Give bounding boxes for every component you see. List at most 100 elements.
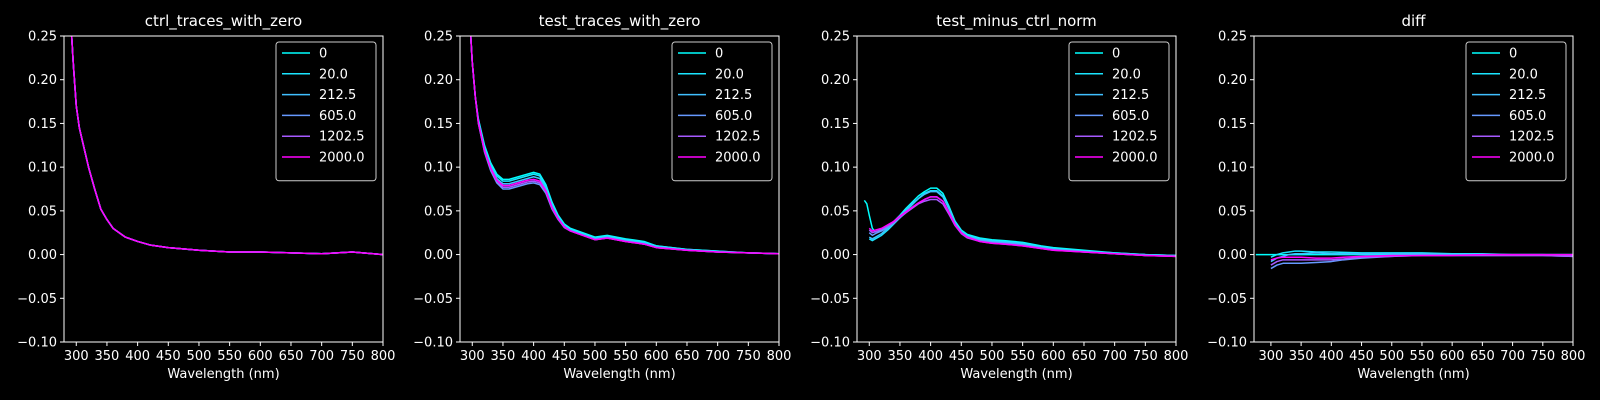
series-line-4 [868, 198, 1176, 258]
legend: 0 20.0 212.5 605.0 1202.5 2000.0 [1068, 41, 1170, 182]
x-axis-label: Wavelength (nm) [1357, 367, 1469, 382]
series-line-5 [868, 196, 1176, 258]
y-tick-label: 0.25 [424, 30, 453, 45]
legend-label: 20.0 [715, 67, 744, 82]
y-tick-label: 0.05 [28, 204, 57, 219]
legend-label: 0 [715, 47, 723, 62]
plot-frame [459, 35, 780, 343]
x-tick-label: 650 [675, 349, 700, 364]
y-tick-label: −0.10 [17, 336, 57, 351]
plot-lines [70, 36, 383, 256]
plot-frame [1253, 35, 1574, 343]
y-tick-label: 0.00 [28, 248, 57, 263]
x-tick-label: 350 [95, 349, 120, 364]
legend-label: 1202.5 [1509, 130, 1555, 145]
x-tick-label: 650 [279, 349, 304, 364]
x-tick-label: 450 [1349, 349, 1374, 364]
series-line-4 [1270, 254, 1573, 266]
y-tick-label: 0.00 [1218, 248, 1247, 263]
chart-panel-3: 300 350 400 450 500 550 600 650 700 750 800 −0.10 −0… [1207, 12, 1585, 382]
series-line-5 [469, 36, 779, 255]
legend-label: 20.0 [1509, 67, 1538, 82]
x-tick-label: 650 [1072, 349, 1097, 364]
y-tick-label: 0.25 [1218, 30, 1247, 45]
y-tick-label: 0.05 [1218, 204, 1247, 219]
x-tick-label: 500 [980, 349, 1005, 364]
legend-label: 0 [1509, 47, 1517, 62]
legend-box [671, 41, 773, 182]
y-tick-label: −0.10 [1207, 336, 1247, 351]
x-tick-label: 750 [1133, 349, 1158, 364]
plot-lines [469, 36, 779, 255]
x-tick-label: 550 [613, 349, 638, 364]
x-tick-label: 500 [187, 349, 212, 364]
legend-label: 605.0 [319, 109, 356, 124]
chart-title: diff [1401, 12, 1426, 30]
x-tick-label: 600 [1440, 349, 1465, 364]
y-tick-label: 0.20 [28, 73, 57, 88]
y-tick-label: 0.10 [1218, 161, 1247, 176]
y-tick-label: 0.15 [424, 117, 453, 132]
legend-label: 212.5 [1112, 88, 1149, 103]
legend-label: 1202.5 [1112, 130, 1158, 145]
x-tick-label: 300 [64, 349, 89, 364]
y-tick-label: 0.10 [821, 161, 850, 176]
y-tick-label: 0.00 [424, 248, 453, 263]
chart-title: test_minus_ctrl_norm [936, 12, 1097, 31]
y-tick-label: 0.25 [821, 30, 850, 45]
x-tick-label: 350 [491, 349, 516, 364]
x-tick-label: 600 [248, 349, 273, 364]
legend-label: 0 [1112, 47, 1120, 62]
x-tick-label: 450 [552, 349, 577, 364]
y-tick-label: −0.05 [810, 292, 850, 307]
x-tick-label: 800 [1164, 349, 1189, 364]
legend: 0 20.0 212.5 605.0 1202.5 2000.0 [671, 41, 773, 182]
y-tick-label: 0.20 [1218, 73, 1247, 88]
legend-label: 2000.0 [715, 151, 761, 166]
plot-lines [863, 187, 1176, 258]
x-tick-label: 700 [1500, 349, 1525, 364]
x-tick-label: 500 [583, 349, 608, 364]
x-axis-label: Wavelength (nm) [563, 367, 675, 382]
series-line-5 [70, 36, 383, 256]
legend-box [1068, 41, 1170, 182]
chart-panel-1: 300 350 400 450 500 550 600 650 700 750 800 −0.10 −0… [413, 12, 792, 382]
legend-label: 2000.0 [1112, 151, 1158, 166]
chart-panel-2: 300 350 400 450 500 550 600 650 700 750 800 −0.10 −0… [810, 12, 1188, 382]
x-tick-label: 500 [1379, 349, 1404, 364]
x-tick-label: 700 [705, 349, 730, 364]
chart-title: test_traces_with_zero [539, 12, 701, 31]
chart-panel-0: 300 350 400 450 500 550 600 650 700 750 800 −0.10 −0… [17, 12, 396, 382]
x-tick-label: 400 [1319, 349, 1344, 364]
x-tick-label: 800 [1561, 349, 1586, 364]
y-tick-label: 0.20 [424, 73, 453, 88]
x-tick-label: 750 [1530, 349, 1555, 364]
legend-label: 212.5 [715, 88, 752, 103]
x-axis-label: Wavelength (nm) [167, 367, 279, 382]
legend-label: 212.5 [1509, 88, 1546, 103]
y-tick-label: −0.05 [17, 292, 57, 307]
series-line-5 [1270, 253, 1573, 261]
x-tick-label: 450 [156, 349, 181, 364]
legend-label: 605.0 [1112, 109, 1149, 124]
plot-lines [1255, 250, 1573, 270]
legend-label: 0 [319, 47, 327, 62]
plot-frame [63, 35, 384, 343]
legend-label: 2000.0 [319, 151, 365, 166]
x-tick-label: 800 [767, 349, 792, 364]
legend: 0 20.0 212.5 605.0 1202.5 2000.0 [275, 41, 377, 182]
plot-frame [856, 35, 1177, 343]
y-tick-label: −0.10 [810, 336, 850, 351]
x-tick-label: 800 [371, 349, 396, 364]
legend-label: 605.0 [1509, 109, 1546, 124]
y-tick-label: 0.15 [1218, 117, 1247, 132]
legend-box [275, 41, 377, 182]
y-tick-label: 0.15 [28, 117, 57, 132]
legend: 0 20.0 212.5 605.0 1202.5 2000.0 [1465, 41, 1567, 182]
x-tick-label: 700 [309, 349, 334, 364]
x-tick-label: 700 [1102, 349, 1127, 364]
y-tick-label: 0.25 [28, 30, 57, 45]
x-tick-label: 550 [1410, 349, 1435, 364]
legend-label: 605.0 [715, 109, 752, 124]
